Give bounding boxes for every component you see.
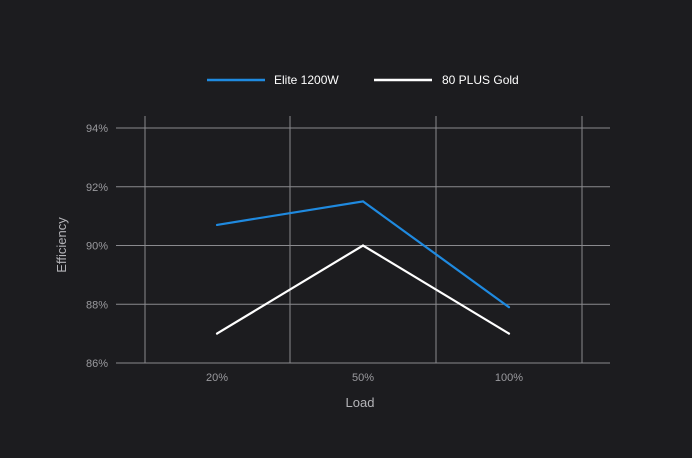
x-tick-label: 100% [495, 372, 523, 384]
series-line-1 [216, 244, 510, 335]
x-tick-label: 50% [352, 372, 374, 384]
y-tick-label: 92% [86, 182, 108, 194]
data-point [215, 332, 219, 335]
data-point [361, 244, 365, 247]
data-point [215, 223, 219, 227]
legend-item: 80 PLUS Gold [374, 73, 519, 87]
y-axis-ticks: 86% 88% 90% 92% 94% [86, 123, 108, 370]
x-axis-ticks: 20% 50% 100% [206, 372, 523, 384]
y-tick-label: 90% [86, 241, 108, 253]
data-point [507, 332, 511, 335]
series-line-0 [216, 200, 510, 309]
x-tick-label: 20% [206, 372, 228, 384]
data-point [507, 306, 511, 309]
y-axis-title: Efficiency [54, 217, 69, 273]
y-tick-label: 88% [86, 299, 108, 311]
legend-label: Elite 1200W [274, 73, 339, 87]
data-point [361, 200, 365, 203]
legend: Elite 1200W 80 PLUS Gold [207, 73, 519, 87]
grid [116, 116, 610, 364]
x-axis-title: Load [346, 395, 375, 410]
y-tick-label: 94% [86, 123, 108, 135]
legend-label: 80 PLUS Gold [442, 73, 519, 87]
series-lines [215, 200, 511, 335]
legend-item: Elite 1200W [207, 73, 339, 87]
y-tick-label: 86% [86, 358, 108, 370]
